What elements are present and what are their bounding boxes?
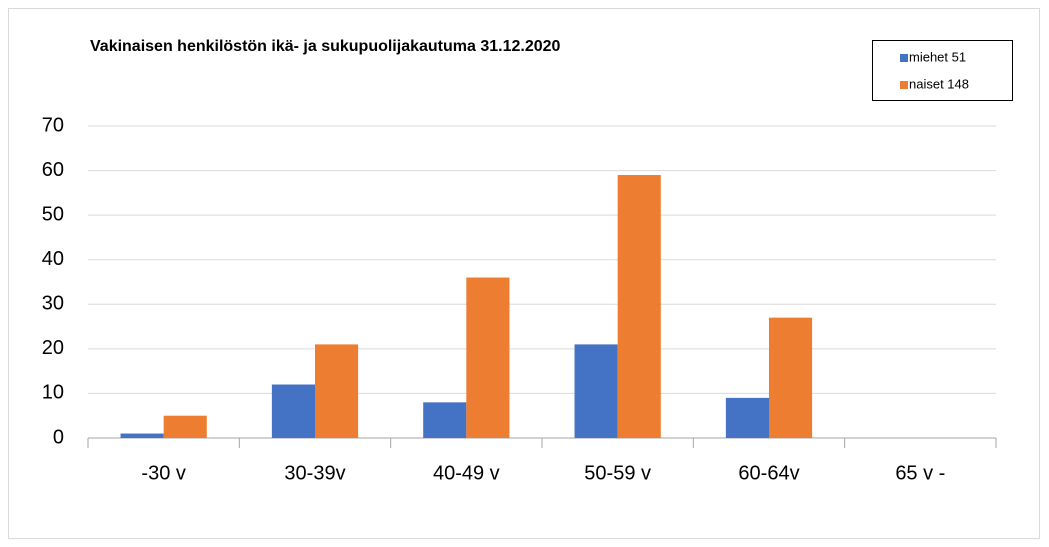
x-tick-label: 30-39v xyxy=(284,462,345,484)
bar xyxy=(725,397,769,438)
chart-title: Vakinaisen henkilöstön ikä- ja sukupuoli… xyxy=(90,38,561,55)
y-tick-label: 50 xyxy=(42,203,64,225)
y-tick-label: 40 xyxy=(42,248,64,270)
y-tick-label: 30 xyxy=(42,293,64,315)
bar xyxy=(315,344,359,438)
y-tick-label: 70 xyxy=(42,114,64,136)
x-tick-label: 60-64v xyxy=(738,462,799,484)
y-tick-label: 60 xyxy=(42,159,64,181)
x-tick-label: 65 v - xyxy=(895,462,945,484)
legend-swatch xyxy=(900,81,908,89)
bar xyxy=(423,402,467,438)
legend-swatch xyxy=(900,54,908,62)
bar xyxy=(617,175,661,438)
chart-border xyxy=(8,8,1040,539)
legend-label: naiset 148 xyxy=(909,76,969,91)
bar xyxy=(466,277,510,438)
bar xyxy=(163,415,207,438)
bar xyxy=(574,344,618,438)
legend-box xyxy=(872,40,1013,101)
legend-label: miehet 51 xyxy=(909,49,966,64)
bar xyxy=(271,384,315,438)
y-tick-label: 0 xyxy=(53,426,64,448)
y-tick-label: 10 xyxy=(42,382,64,404)
bar xyxy=(769,317,813,438)
x-tick-label: -30 v xyxy=(141,462,185,484)
bar xyxy=(120,433,164,438)
x-tick-label: 50-59 v xyxy=(584,462,651,484)
x-tick-label: 40-49 v xyxy=(433,462,500,484)
y-tick-label: 20 xyxy=(42,337,64,359)
